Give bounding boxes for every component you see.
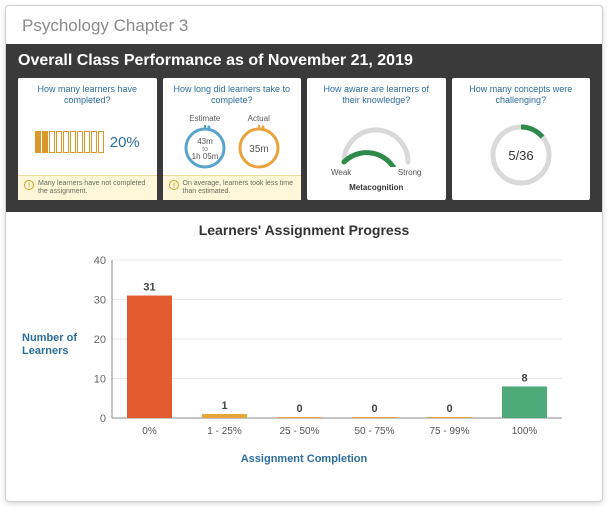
svg-text:25 - 50%: 25 - 50% <box>279 426 319 437</box>
progress-box <box>42 131 48 153</box>
estimate-label: Estimate <box>182 114 228 123</box>
warning-text: On average, learners took less time than… <box>183 180 296 197</box>
card-awareness-body: Weak Strong Metacognition <box>307 110 446 201</box>
progress-boxes: 20% <box>35 131 140 153</box>
strip-title: Overall Class Performance as of November… <box>18 52 590 70</box>
metric-label: Metacognition <box>313 183 440 192</box>
card-awareness-title: How aware are learners of their knowledg… <box>307 78 446 110</box>
gauge-icon <box>326 117 426 167</box>
svg-text:35m: 35m <box>249 144 268 155</box>
svg-text:43m: 43m <box>197 137 213 146</box>
svg-text:5/36: 5/36 <box>508 148 533 163</box>
progress-box <box>56 131 62 153</box>
card-completion-title: How many learners have completed? <box>18 78 157 110</box>
progress-box <box>84 131 90 153</box>
svg-text:!: ! <box>172 182 174 189</box>
progress-box <box>77 131 83 153</box>
svg-text:1 - 25%: 1 - 25% <box>207 426 242 437</box>
svg-text:0: 0 <box>371 403 377 415</box>
card-completion-body: 20% <box>18 110 157 175</box>
warning-text: Many learners have not completed the ass… <box>38 180 151 197</box>
svg-text:50 - 75%: 50 - 75% <box>354 426 394 437</box>
y-axis-label: Number of Learners <box>22 242 82 447</box>
progress-box <box>63 131 69 153</box>
svg-text:100%: 100% <box>512 426 538 437</box>
svg-text:8: 8 <box>521 373 527 385</box>
svg-text:0: 0 <box>296 403 302 415</box>
bar-chart: 0 10 20 30 40 31 0% 1 1 - 25% 0 25 - 50% 0 50 - 75% 0… <box>82 242 572 442</box>
card-awareness[interactable]: How aware are learners of their knowledg… <box>307 78 446 200</box>
svg-text:0: 0 <box>100 413 106 425</box>
svg-text:1h 05m: 1h 05m <box>191 152 218 161</box>
svg-text:30: 30 <box>94 295 106 307</box>
estimate-ring: Estimate 43m to 1h 05m <box>182 114 228 171</box>
svg-text:1: 1 <box>221 400 227 412</box>
warning-icon: ! <box>24 180 34 190</box>
chart-area: Learners' Assignment Progress Number of … <box>6 212 602 473</box>
svg-text:!: ! <box>28 182 30 189</box>
bar <box>127 296 172 418</box>
card-concepts-body: 5/36 <box>452 110 591 201</box>
card-completion[interactable]: How many learners have completed? 20% ! … <box>18 78 157 200</box>
chart-title: Learners' Assignment Progress <box>22 222 586 238</box>
card-time[interactable]: How long did learners take to complete? … <box>163 78 302 200</box>
completion-percent: 20% <box>110 134 140 151</box>
progress-box <box>91 131 97 153</box>
dashboard-container: Psychology Chapter 3 Overall Class Perfo… <box>5 5 603 502</box>
weak-label: Weak <box>331 168 351 177</box>
bar <box>202 414 247 418</box>
progress-box <box>35 131 41 153</box>
bar <box>277 417 322 418</box>
svg-text:75 - 99%: 75 - 99% <box>429 426 469 437</box>
warning-icon: ! <box>169 180 179 190</box>
page-title: Psychology Chapter 3 <box>6 6 602 44</box>
svg-text:0: 0 <box>446 403 452 415</box>
progress-box <box>98 131 104 153</box>
card-time-title: How long did learners take to complete? <box>163 78 302 110</box>
actual-ring: Actual 35m <box>236 114 282 171</box>
bar <box>427 417 472 418</box>
bar <box>502 387 547 419</box>
svg-text:20: 20 <box>94 334 106 346</box>
overview-strip: Overall Class Performance as of November… <box>6 44 602 212</box>
svg-text:10: 10 <box>94 374 106 386</box>
strong-label: Strong <box>398 168 422 177</box>
card-time-body: Estimate 43m to 1h 05m Actual <box>163 110 302 175</box>
svg-text:40: 40 <box>94 255 106 267</box>
card-concepts-title: How many concepts were challenging? <box>452 78 591 110</box>
actual-label: Actual <box>236 114 282 123</box>
card-completion-warning: ! Many learners have not completed the a… <box>18 175 157 201</box>
progress-box <box>70 131 76 153</box>
donut-icon: 5/36 <box>486 120 556 190</box>
card-time-warning: ! On average, learners took less time th… <box>163 175 302 201</box>
progress-box <box>49 131 55 153</box>
card-concepts[interactable]: How many concepts were challenging? 5/36 <box>452 78 591 200</box>
bar <box>352 417 397 418</box>
svg-text:31: 31 <box>143 282 155 294</box>
svg-text:0%: 0% <box>142 426 157 437</box>
x-axis-label: Assignment Completion <box>22 453 586 465</box>
cards-row: How many learners have completed? 20% ! … <box>18 78 590 200</box>
